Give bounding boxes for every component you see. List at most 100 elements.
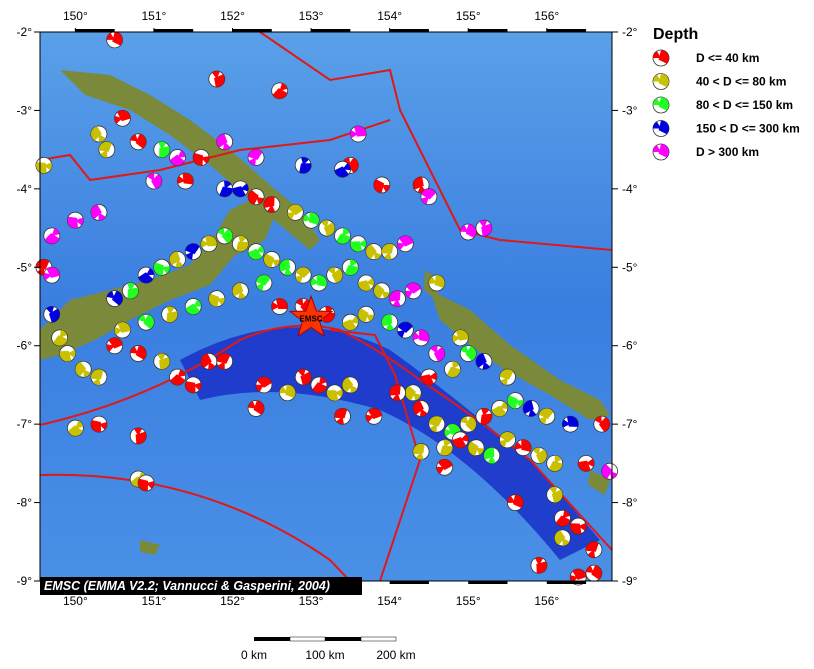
- focal-mechanism: [561, 415, 579, 433]
- lat-tick-label: -5°: [17, 260, 33, 274]
- focal-mechanism: [506, 392, 524, 410]
- focal-mechanism: [90, 368, 108, 386]
- focal-mechanism: [428, 274, 446, 292]
- focal-mechanism: [412, 176, 430, 194]
- focal-mechanism: [554, 509, 571, 527]
- focal-mechanism: [546, 486, 564, 504]
- focal-mechanism: [231, 282, 249, 300]
- focal-mechanism: [106, 290, 124, 308]
- focal-mechanism: [231, 235, 249, 253]
- focal-mechanism: [404, 282, 422, 300]
- focal-mechanism: [381, 313, 399, 331]
- focal-mechanism: [522, 400, 540, 417]
- focal-mechanism: [341, 376, 359, 394]
- focal-mechanism: [546, 454, 564, 472]
- focal-mechanism: [216, 352, 234, 370]
- focal-mechanism: [389, 384, 406, 402]
- focal-mechanism: [129, 427, 147, 445]
- focal-mechanism: [121, 282, 139, 300]
- credit-box: [40, 577, 362, 595]
- legend-symbol: [652, 73, 670, 90]
- scale-label-0: 0 km: [241, 648, 267, 662]
- focal-mechanism: [255, 376, 273, 394]
- focal-mechanism: [396, 321, 414, 339]
- focal-mechanism: [271, 298, 289, 315]
- lon-tick-label: 156°: [534, 9, 559, 23]
- focal-mechanism: [263, 196, 281, 213]
- focal-mechanism: [444, 423, 461, 441]
- credit-text: EMSC (EMMA V2.2; Vannucci & Gasperini, 2…: [44, 579, 330, 593]
- lon-tick-label: 153°: [299, 9, 324, 23]
- lat-tick-label: -8°: [17, 496, 33, 510]
- focal-mechanism: [145, 172, 163, 190]
- focal-mechanism: [334, 407, 351, 425]
- focal-mechanism: [499, 368, 516, 386]
- focal-mechanism: [200, 352, 218, 370]
- legend-label: 80 < D <= 150 km: [696, 98, 793, 112]
- focal-mechanism: [326, 384, 344, 402]
- focal-mechanism: [475, 407, 493, 425]
- focal-mechanism: [51, 329, 69, 347]
- legend-symbol: [652, 49, 670, 67]
- focal-mechanism: [538, 407, 556, 425]
- focal-mechanism: [66, 211, 84, 229]
- focal-mechanism: [451, 431, 469, 449]
- lat-tick-label: -5°: [622, 260, 638, 274]
- emsc-marker-label: EMSC: [300, 314, 323, 323]
- lat-tick-label: -7°: [622, 417, 638, 431]
- focal-mechanism: [483, 447, 501, 464]
- lon-tick-label: 155°: [456, 9, 481, 23]
- focal-mechanism: [137, 266, 155, 284]
- lat-tick-label: -3°: [622, 103, 638, 117]
- focal-mechanism: [294, 266, 312, 284]
- lat-tick-label: -9°: [622, 574, 638, 588]
- focal-mechanism: [554, 529, 571, 547]
- focal-mechanism: [506, 494, 524, 511]
- focal-mechanism: [271, 82, 289, 100]
- lon-tick-label: 152°: [220, 9, 245, 23]
- legend-label: 40 < D <= 80 km: [696, 75, 786, 89]
- focal-mechanism: [169, 149, 186, 166]
- focal-mechanism: [114, 321, 131, 339]
- legend-symbol: [652, 143, 670, 161]
- focal-mechanism: [247, 149, 265, 166]
- focal-mechanism: [294, 368, 312, 386]
- focal-mechanism: [216, 227, 234, 245]
- legend-title: Depth: [653, 26, 698, 43]
- lat-tick-label: -3°: [17, 103, 33, 117]
- focal-mechanism: [43, 227, 61, 245]
- lat-tick-label: -8°: [622, 496, 638, 510]
- lat-tick-label: -9°: [17, 574, 33, 588]
- focal-mechanism: [373, 176, 391, 194]
- focal-mechanism: [106, 31, 124, 49]
- focal-mechanism: [310, 376, 328, 394]
- focal-mechanism: [66, 419, 84, 437]
- legend-label: D > 300 km: [696, 145, 759, 159]
- focal-mechanism: [310, 274, 328, 292]
- focal-mechanism: [601, 462, 619, 480]
- focal-mechanism: [459, 415, 477, 433]
- focal-mechanism: [106, 337, 124, 355]
- focal-mechanism: [373, 282, 391, 300]
- focal-mechanism: [420, 188, 438, 206]
- emsc-marker[interactable]: EMSC: [288, 294, 334, 338]
- focal-mechanism: [247, 243, 265, 261]
- focal-mechanism: [255, 274, 273, 292]
- focal-mechanism: [247, 188, 265, 206]
- legend-symbol: [652, 96, 670, 114]
- lon-tick-label: 151°: [142, 9, 167, 23]
- focal-mechanism: [286, 203, 304, 221]
- focal-mechanism: [153, 352, 171, 370]
- focal-mechanism: [459, 345, 477, 362]
- focal-mechanism: [137, 313, 155, 331]
- scale-bar: 0 km 100 km 200 km: [241, 636, 416, 662]
- focal-mechanism: [216, 180, 234, 198]
- focal-mechanism: [412, 329, 430, 347]
- focal-mechanism: [90, 203, 108, 221]
- lat-tick-label: -6°: [622, 339, 638, 353]
- focal-mechanism: [451, 329, 469, 347]
- focal-mechanism: [169, 251, 186, 268]
- focal-mechanism: [59, 345, 76, 362]
- focal-mechanism: [208, 70, 226, 88]
- focal-mechanism: [412, 443, 430, 460]
